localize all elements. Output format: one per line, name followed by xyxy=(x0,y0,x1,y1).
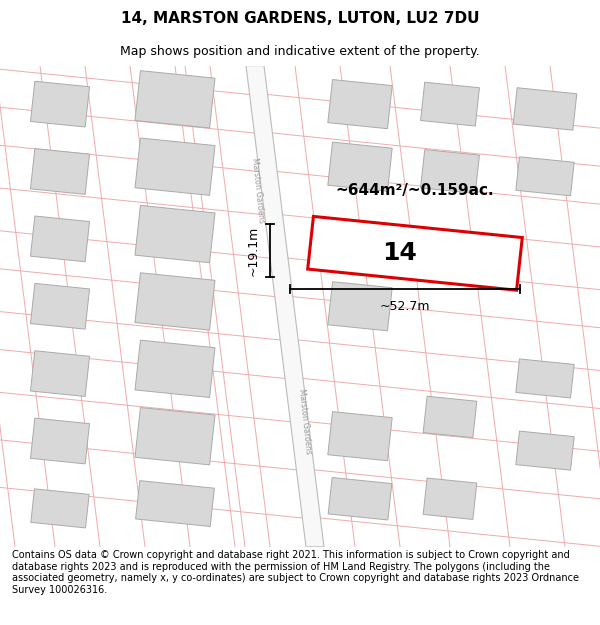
Text: ~644m²/~0.159ac.: ~644m²/~0.159ac. xyxy=(335,183,494,198)
Polygon shape xyxy=(31,418,89,464)
Text: ~52.7m: ~52.7m xyxy=(380,301,430,314)
Polygon shape xyxy=(328,478,392,520)
Polygon shape xyxy=(328,412,392,461)
Polygon shape xyxy=(328,142,392,191)
Polygon shape xyxy=(31,351,89,396)
Polygon shape xyxy=(135,408,215,465)
Polygon shape xyxy=(516,431,574,470)
Polygon shape xyxy=(308,216,522,290)
Polygon shape xyxy=(421,82,479,126)
Polygon shape xyxy=(423,478,477,519)
Polygon shape xyxy=(136,481,214,526)
Text: Map shows position and indicative extent of the property.: Map shows position and indicative extent… xyxy=(120,45,480,58)
Polygon shape xyxy=(135,138,215,196)
Polygon shape xyxy=(423,396,477,437)
Text: Contains OS data © Crown copyright and database right 2021. This information is : Contains OS data © Crown copyright and d… xyxy=(12,550,579,595)
Polygon shape xyxy=(31,81,89,127)
Polygon shape xyxy=(421,149,479,193)
Text: 14: 14 xyxy=(383,241,418,265)
Text: 14, MARSTON GARDENS, LUTON, LU2 7DU: 14, MARSTON GARDENS, LUTON, LU2 7DU xyxy=(121,11,479,26)
Polygon shape xyxy=(328,79,392,129)
Text: ~19.1m: ~19.1m xyxy=(247,226,260,276)
Polygon shape xyxy=(516,359,574,398)
Polygon shape xyxy=(31,216,89,262)
Polygon shape xyxy=(135,71,215,128)
Polygon shape xyxy=(135,340,215,398)
Polygon shape xyxy=(516,157,574,196)
Polygon shape xyxy=(31,489,89,528)
Polygon shape xyxy=(135,206,215,262)
Text: Marston Gardens: Marston Gardens xyxy=(250,158,266,224)
Polygon shape xyxy=(246,66,324,547)
Polygon shape xyxy=(31,149,89,194)
Polygon shape xyxy=(135,272,215,330)
Polygon shape xyxy=(328,282,392,331)
Polygon shape xyxy=(513,88,577,130)
Polygon shape xyxy=(31,283,89,329)
Text: Marston Gardens: Marston Gardens xyxy=(297,389,313,455)
